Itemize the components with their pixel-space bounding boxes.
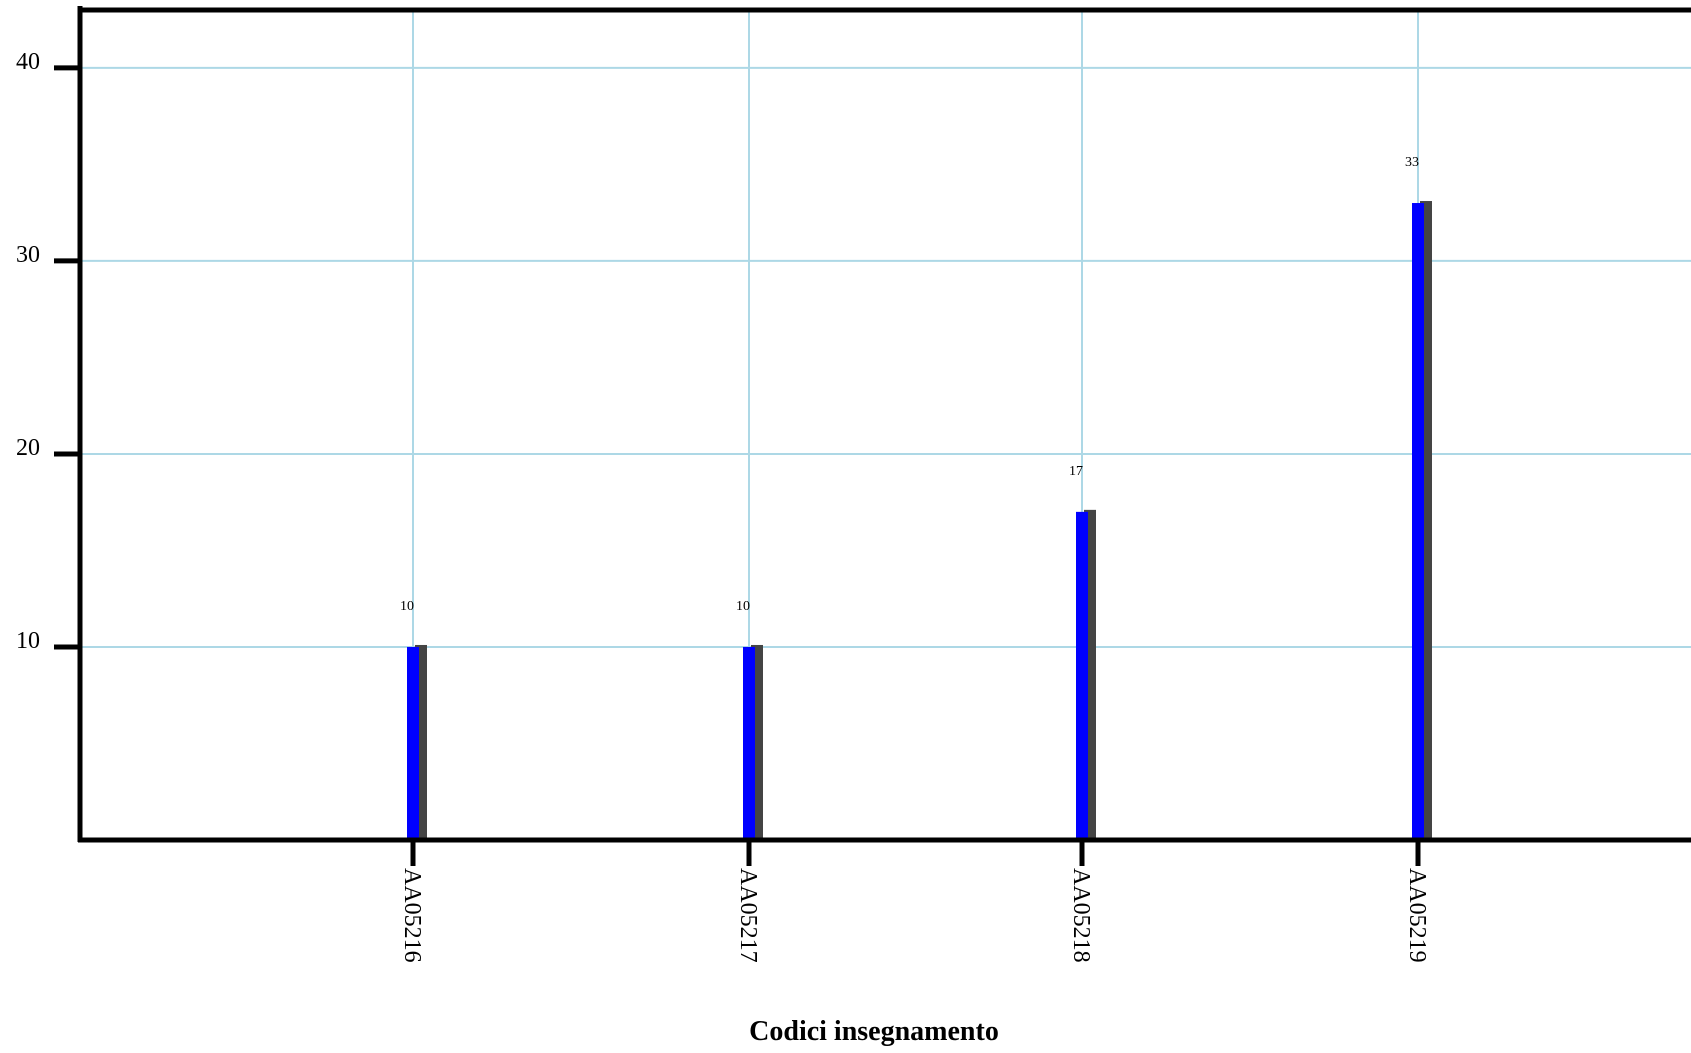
x-tick-label-AA05219: AA05219: [1404, 868, 1430, 963]
y-tick-label-20: 20: [16, 435, 40, 461]
label-layer: 10 10 17 33 10 20 30 40 AA05216 AA05217 AA05218 AA0…: [16, 49, 1430, 963]
bar-AA05217: [743, 646, 755, 840]
value-label-AA05218: 17: [1069, 464, 1083, 479]
grid-layer: [80, 10, 1691, 840]
value-label-AA05217: 10: [736, 599, 750, 614]
axis-layer: [54, 6, 1691, 866]
value-label-AA05219: 33: [1405, 155, 1419, 170]
x-tick-label-AA05216: AA05216: [399, 868, 425, 963]
value-label-AA05216: 10: [400, 599, 414, 614]
bar-AA05216: [407, 646, 419, 840]
x-axis-title: Codici insegnamento: [749, 1016, 999, 1047]
y-tick-label-30: 30: [16, 242, 40, 268]
bar-AA05218: [1076, 511, 1088, 840]
y-tick-label-10: 10: [16, 628, 40, 654]
bar-layer: [407, 201, 1432, 840]
bar-AA05219: [1412, 203, 1424, 840]
x-tick-label-AA05217: AA05217: [735, 868, 761, 963]
y-tick-label-40: 40: [16, 49, 40, 75]
x-tick-label-AA05218: AA05218: [1068, 868, 1094, 963]
